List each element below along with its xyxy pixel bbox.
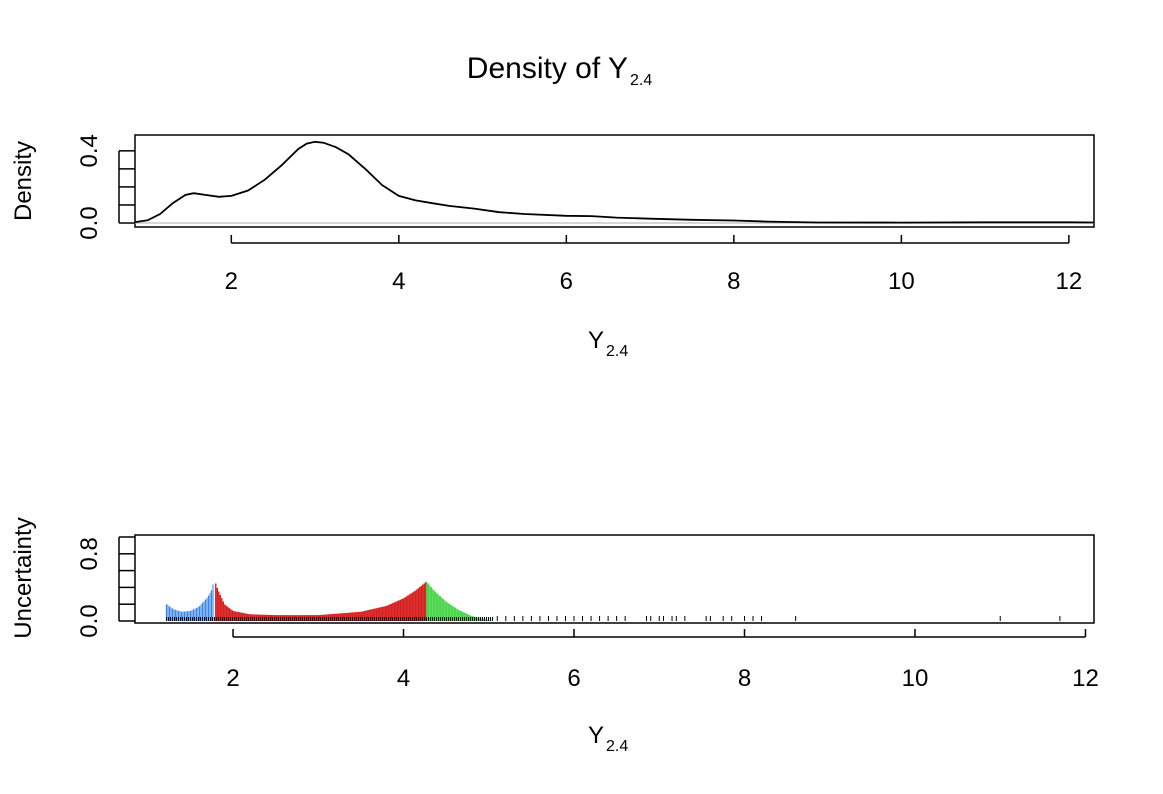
uncertainty-rug (166, 616, 1061, 621)
density-x-tick-label: 2 (225, 268, 238, 295)
density-panel: 2 4 6 8 10 12 0.0 0.4 Y 2.4 Density (10, 134, 1095, 360)
uncertainty-x-axis: 2 4 6 8 10 12 (226, 629, 1099, 692)
uncertainty-x-tick-label: 4 (397, 665, 410, 692)
uncertainty-x-tick-label: 12 (1072, 665, 1099, 692)
uncertainty-x-label: Y (588, 722, 604, 749)
uncertainty-x-tick-label: 2 (226, 665, 239, 692)
density-plot-frame (134, 134, 1095, 228)
chart-title-subscript: 2.4 (630, 72, 652, 89)
uncertainty-y-tick-label: 0.8 (76, 537, 103, 570)
chart-title-text: Density of Y (467, 52, 628, 85)
uncertainty-x-label-subscript: 2.4 (606, 738, 628, 755)
uncertainty-x-tick-label: 8 (738, 665, 751, 692)
density-x-label: Y (588, 327, 604, 354)
uncertainty-y-tick-label: 0.0 (76, 604, 103, 637)
density-x-tick-label: 10 (888, 268, 915, 295)
chart-title: Density of Y (467, 52, 628, 85)
density-x-tick-label: 6 (560, 268, 573, 295)
density-y-axis: 0.0 0.4 (76, 134, 135, 240)
density-x-axis: 2 4 6 8 10 12 (225, 235, 1083, 295)
density-x-label-subscript: 2.4 (606, 343, 628, 360)
uncertainty-panel: 2 4 6 8 10 12 0.0 0.8 Y 2.4 Uncertainty (10, 517, 1099, 755)
uncertainty-plot-frame (134, 534, 1095, 624)
uncertainty-x-tick-label: 10 (902, 665, 929, 692)
density-x-tick-label: 4 (392, 268, 405, 295)
uncertainty-y-label: Uncertainty (10, 517, 37, 638)
density-x-tick-label: 12 (1056, 268, 1083, 295)
density-y-label: Density (10, 141, 37, 221)
density-x-tick-label: 8 (727, 268, 740, 295)
uncertainty-area (165, 581, 494, 621)
uncertainty-x-tick-label: 6 (567, 665, 580, 692)
density-y-tick-label: 0.4 (76, 134, 103, 167)
density-y-tick-label: 0.0 (76, 206, 103, 239)
uncertainty-y-axis: 0.0 0.8 (76, 536, 135, 638)
density-curve (134, 140, 1095, 224)
